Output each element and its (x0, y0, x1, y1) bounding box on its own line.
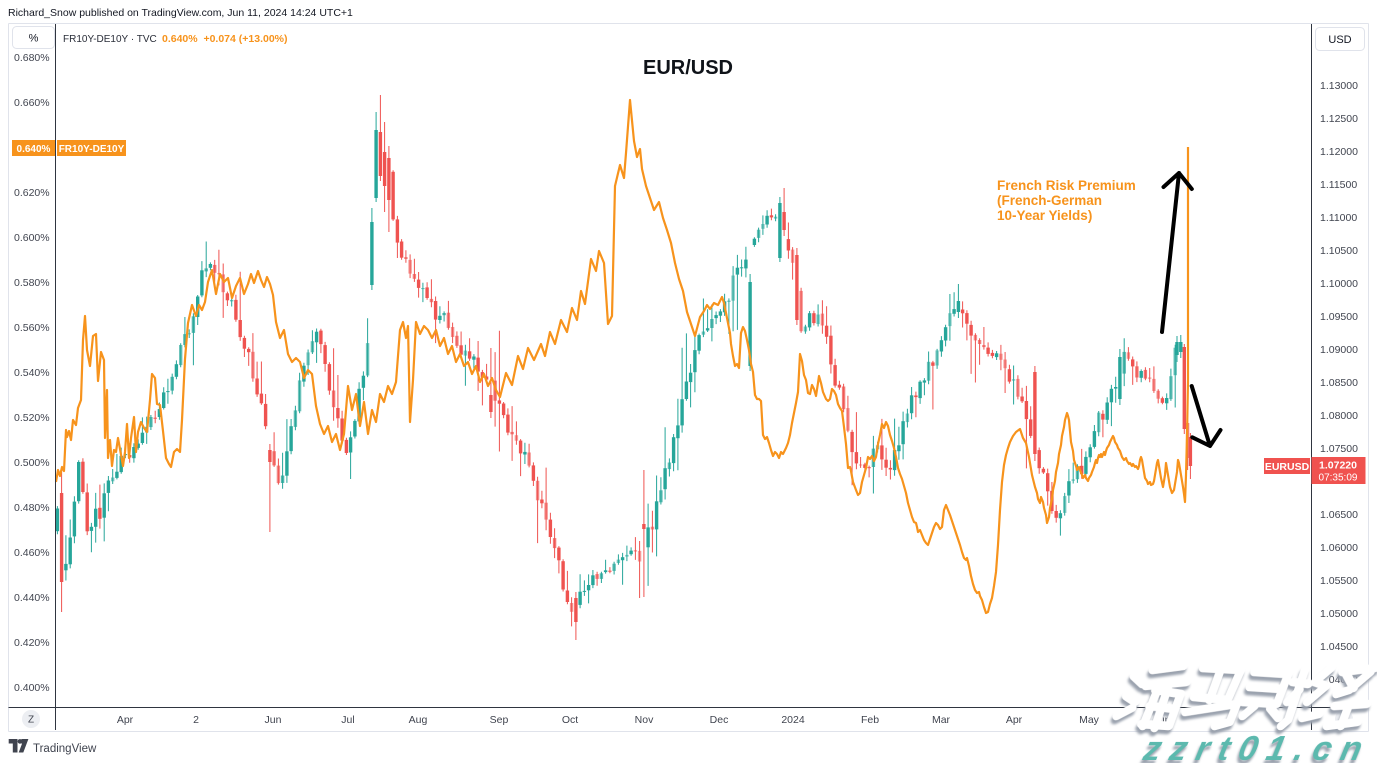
svg-text:1.07220: 1.07220 (1319, 460, 1357, 472)
svg-text:FR10Y-DE10Y · TVC: FR10Y-DE10Y · TVC (63, 34, 157, 45)
svg-text:1.12500: 1.12500 (1320, 113, 1358, 125)
svg-text:1.11000: 1.11000 (1320, 212, 1357, 224)
svg-text:0.600%: 0.600% (14, 232, 50, 244)
svg-text:0.500%: 0.500% (14, 457, 50, 469)
svg-text:1.10500: 1.10500 (1320, 245, 1358, 257)
svg-text:1.06000: 1.06000 (1320, 542, 1358, 554)
svg-text:EURUSD: EURUSD (1265, 461, 1310, 473)
svg-text:May: May (1079, 714, 1100, 726)
svg-text:FR10Y-DE10Y: FR10Y-DE10Y (59, 144, 125, 155)
svg-text:Jun: Jun (265, 714, 282, 726)
svg-text:07:35:09: 07:35:09 (1319, 473, 1358, 484)
svg-text:TradingView: TradingView (33, 743, 97, 755)
svg-text:1.10000: 1.10000 (1320, 278, 1358, 290)
svg-text:USD: USD (1328, 34, 1351, 46)
svg-text:Richard_Snow published on Trad: Richard_Snow published on TradingView.co… (8, 7, 353, 19)
svg-text:0.480%: 0.480% (14, 502, 50, 514)
svg-text:0.660%: 0.660% (14, 97, 50, 109)
svg-text:Oct: Oct (562, 714, 578, 726)
svg-text:Apr: Apr (1006, 714, 1023, 726)
svg-text:Z: Z (28, 715, 34, 726)
svg-text:(French-German: (French-German (997, 193, 1102, 208)
svg-text:1.12000: 1.12000 (1320, 146, 1358, 158)
svg-text:0.440%: 0.440% (14, 592, 50, 604)
svg-text:Nov: Nov (635, 714, 654, 726)
svg-text:0.580%: 0.580% (14, 277, 50, 289)
svg-text:0.460%: 0.460% (14, 547, 50, 559)
svg-text:0.420%: 0.420% (14, 637, 50, 649)
svg-text:Aug: Aug (409, 714, 428, 726)
svg-text:0.520%: 0.520% (14, 412, 50, 424)
svg-text:0.540%: 0.540% (14, 367, 50, 379)
svg-text:0.400%: 0.400% (14, 682, 50, 694)
svg-text:Sep: Sep (490, 714, 509, 726)
svg-text:Feb: Feb (861, 714, 879, 726)
svg-text:1.06500: 1.06500 (1320, 509, 1358, 521)
svg-text:1.05000: 1.05000 (1320, 608, 1358, 620)
svg-text:0.640%: 0.640% (17, 144, 51, 155)
svg-text:Apr: Apr (117, 714, 134, 726)
svg-text:0.560%: 0.560% (14, 322, 50, 334)
svg-text:1.04500: 1.04500 (1320, 641, 1358, 653)
svg-text:2024: 2024 (781, 714, 805, 726)
svg-text:0.620%: 0.620% (14, 187, 50, 199)
svg-text:1.09500: 1.09500 (1320, 311, 1358, 323)
svg-text:1.13000: 1.13000 (1320, 80, 1358, 92)
svg-text:1.08000: 1.08000 (1320, 410, 1358, 422)
svg-text:French Risk Premium: French Risk Premium (997, 178, 1136, 193)
svg-text:1.08500: 1.08500 (1320, 377, 1358, 389)
svg-text:1.07500: 1.07500 (1320, 443, 1358, 455)
svg-text:10-Year Yields): 10-Year Yields) (997, 208, 1092, 223)
svg-text:1.11500: 1.11500 (1320, 179, 1357, 191)
svg-text:Mar: Mar (932, 714, 951, 726)
svg-text:0.680%: 0.680% (14, 52, 50, 64)
svg-text:1.09000: 1.09000 (1320, 344, 1358, 356)
svg-text:0.640% +0.074 (+13.00%): 0.640% +0.074 (+13.00%) (162, 33, 288, 45)
svg-text:1.05500: 1.05500 (1320, 575, 1358, 587)
svg-text:%: % (29, 33, 39, 45)
svg-text:Jul: Jul (341, 714, 354, 726)
svg-text:EUR/USD: EUR/USD (643, 57, 733, 79)
svg-text:zzrt01.cn: zzrt01.cn (1139, 730, 1374, 763)
svg-text:2: 2 (193, 714, 199, 726)
svg-text:Dec: Dec (710, 714, 729, 726)
